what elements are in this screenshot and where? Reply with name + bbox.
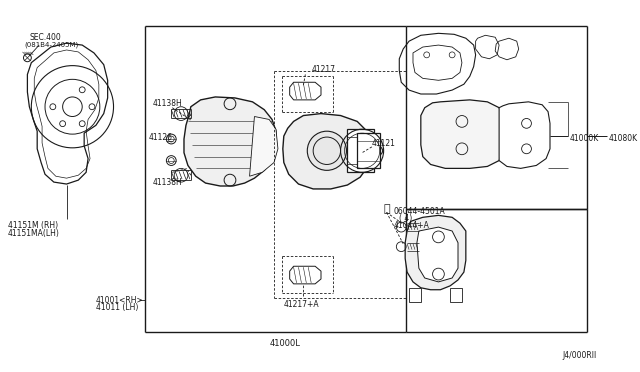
Polygon shape: [499, 102, 550, 169]
Text: 41126: 41126: [148, 133, 173, 142]
Text: 41121: 41121: [372, 139, 396, 148]
Polygon shape: [250, 116, 278, 176]
Text: J4/000RII: J4/000RII: [563, 352, 597, 360]
Polygon shape: [421, 100, 503, 169]
Text: 41138H: 41138H: [153, 99, 182, 108]
Polygon shape: [357, 133, 380, 169]
Text: 41001<RH>: 41001<RH>: [96, 296, 143, 305]
Polygon shape: [283, 113, 370, 189]
Text: 06044-4501A: 06044-4501A: [394, 206, 445, 215]
Text: 41217: 41217: [311, 65, 335, 74]
Text: 41138H: 41138H: [153, 178, 182, 187]
Text: 41044+A: 41044+A: [394, 221, 429, 230]
Text: 41011 (LH): 41011 (LH): [96, 304, 138, 312]
Polygon shape: [405, 215, 466, 290]
Text: 41000K: 41000K: [570, 134, 599, 143]
Text: 41080K: 41080K: [609, 134, 638, 143]
Polygon shape: [290, 82, 321, 100]
Text: ( 4): ( 4): [399, 214, 413, 223]
Text: 41217+A: 41217+A: [284, 299, 319, 308]
Text: 41151MA(LH): 41151MA(LH): [8, 229, 60, 238]
Text: SEC.400: SEC.400: [29, 33, 61, 42]
Text: Ⓑ: Ⓑ: [383, 205, 390, 215]
Text: 41151M (RH): 41151M (RH): [8, 221, 58, 230]
Text: 41000L: 41000L: [269, 339, 300, 348]
Polygon shape: [348, 129, 374, 172]
Polygon shape: [184, 97, 276, 186]
Text: (081B4-2405M): (081B4-2405M): [24, 41, 79, 48]
Circle shape: [307, 131, 346, 170]
Polygon shape: [417, 227, 458, 282]
Polygon shape: [290, 266, 321, 284]
